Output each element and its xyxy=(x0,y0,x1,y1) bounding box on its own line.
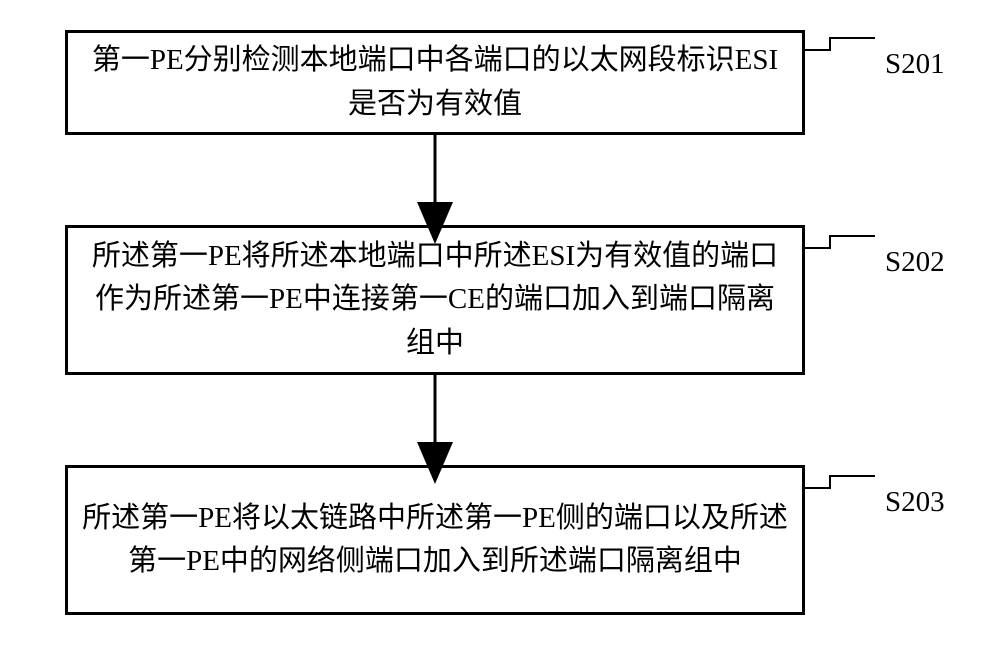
flow-step-s202-text: 所述第一PE将所述本地端口中所述ESI为有效值的端口作为所述第一PE中连接第一C… xyxy=(68,235,802,366)
label-connector-s203 xyxy=(805,476,875,488)
flowchart-canvas: 第一PE分别检测本地端口中各端口的以太网段标识ESI是否为有效值 S201 所述… xyxy=(0,0,1000,649)
label-connector-s201 xyxy=(805,38,875,50)
flow-step-s201: 第一PE分别检测本地端口中各端口的以太网段标识ESI是否为有效值 xyxy=(65,30,805,135)
label-connector-s202 xyxy=(805,236,875,248)
flow-step-s201-text: 第一PE分别检测本地端口中各端口的以太网段标识ESI是否为有效值 xyxy=(68,39,802,126)
flow-step-s203: 所述第一PE将以太链路中所述第一PE侧的端口以及所述第一PE中的网络侧端口加入到… xyxy=(65,465,805,615)
flow-step-s203-text: 所述第一PE将以太链路中所述第一PE侧的端口以及所述第一PE中的网络侧端口加入到… xyxy=(68,497,802,584)
flow-step-s203-label: S203 xyxy=(885,486,945,519)
flow-step-s201-label: S201 xyxy=(885,48,945,81)
flow-step-s202-label: S202 xyxy=(885,246,945,279)
flow-step-s202: 所述第一PE将所述本地端口中所述ESI为有效值的端口作为所述第一PE中连接第一C… xyxy=(65,225,805,375)
